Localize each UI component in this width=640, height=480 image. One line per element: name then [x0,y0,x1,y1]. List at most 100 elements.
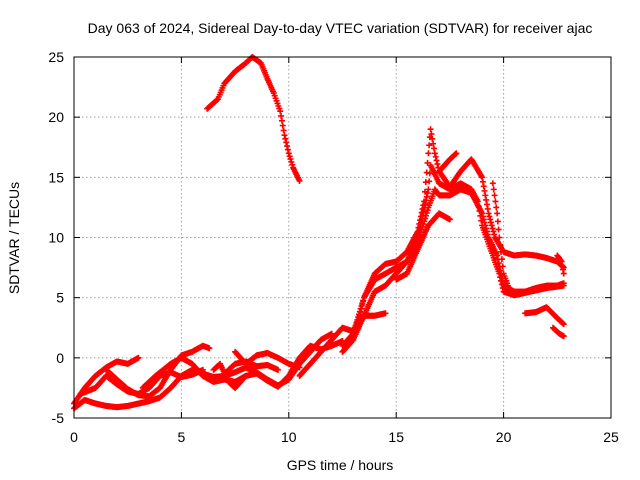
data-point [495,226,502,233]
data-point [483,196,490,203]
data-point [474,198,481,205]
data-point [489,180,496,187]
data-point [490,228,497,235]
series-track-1 [71,354,142,407]
series-track-10 [296,186,567,379]
y-tick-label: 25 [48,49,64,65]
data-point [491,192,498,199]
data-point [430,140,437,147]
data-point [425,186,432,193]
data-point [479,178,486,185]
series-track-9 [204,54,303,184]
data-point [431,145,438,152]
data-point [423,193,430,200]
data-point [287,156,294,163]
grid-layer [74,57,611,418]
data-point [284,143,291,150]
data-point [489,225,496,232]
data-point [424,159,431,166]
data-point [481,187,488,194]
data-point [422,179,429,186]
data-point [425,150,432,157]
data-point [283,139,290,146]
data-point [278,112,285,119]
data-point [477,212,484,219]
data-point [498,256,505,263]
data-point [280,127,287,134]
y-tick-label: 0 [56,350,64,366]
data-point [426,170,433,177]
data-point [482,192,489,199]
x-axis-label: GPS time / hours [287,457,394,473]
data-point [427,126,434,133]
series-track-14 [393,210,453,283]
data-point [499,263,506,270]
data-point [494,210,501,217]
series-track-12 [350,126,567,337]
tick-layer: 0 5 10 15 20 25 -5 0 5 10 15 20 25 [48,49,619,445]
data-point [487,219,494,226]
data-point [481,219,488,226]
data-point [497,241,504,248]
series-track-8 [232,348,303,371]
data-point [426,142,433,149]
data-point [416,220,423,227]
data-point [479,174,486,181]
data-point [433,157,440,164]
data-point [484,205,491,212]
data-point [475,203,482,210]
data-point [483,201,490,208]
data-point [419,205,426,212]
data-point [494,218,501,225]
data-point [418,209,425,216]
data-point [476,208,483,215]
data-point [206,345,213,352]
data-point [496,234,503,241]
data-point [498,248,505,255]
x-tick-label: 25 [603,429,619,445]
data-point [278,117,285,124]
series-track-15 [436,150,460,175]
data-point [488,222,495,229]
data-point [415,224,422,231]
series-track-13 [339,310,389,349]
data-point [281,132,288,139]
y-axis-label: SDTVAR / TECUs [6,182,22,294]
data-point [490,186,497,193]
data-point [426,178,433,185]
data-point [485,210,492,217]
y-tick-label: 15 [48,169,64,185]
data-point [497,274,504,281]
data-point [284,146,291,153]
data-point [296,177,303,184]
x-tick-label: 20 [496,429,512,445]
data-point [431,150,438,157]
data-point [446,216,453,223]
data-point [135,354,142,361]
data-point [277,108,284,115]
data-point [429,135,436,142]
data-point [423,169,430,176]
data-point [560,321,567,328]
data-point [491,231,498,238]
data-point [428,131,435,138]
data-point [499,285,506,292]
data-point [421,188,428,195]
data-point [279,122,286,129]
data-point [560,282,567,289]
data-point [504,282,511,289]
y-tick-label: 5 [56,290,64,306]
chart-title: Day 063 of 2024, Sidereal Day-to-day VTE… [88,20,593,36]
x-tick-label: 5 [178,429,186,445]
y-tick-label: -5 [52,410,65,426]
data-point [420,202,427,209]
series-track-7 [210,360,249,391]
data-point [434,161,441,168]
data-point [288,158,295,165]
data-point [498,281,505,288]
data-point [421,198,428,205]
data-point [286,153,293,160]
data-point [498,277,505,284]
data-point [242,373,249,380]
